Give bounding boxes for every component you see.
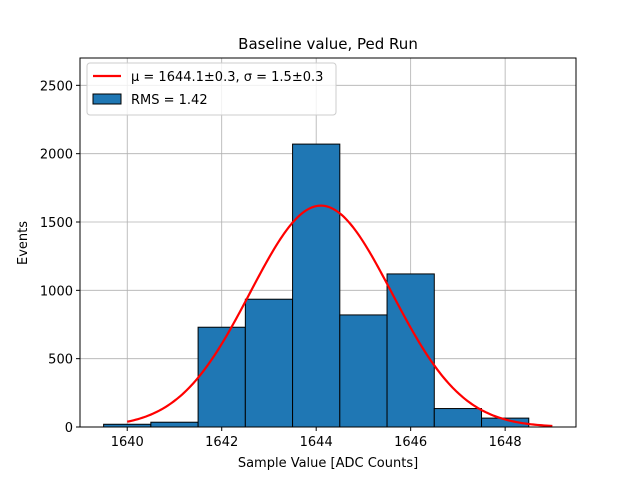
y-tick-label: 500 [48, 353, 73, 368]
y-axis-label: Events [16, 221, 31, 265]
y-tick-label: 2500 [40, 79, 73, 94]
x-tick-label: 1646 [394, 435, 427, 450]
y-tick-label: 1000 [40, 284, 73, 299]
x-axis-label: Sample Value [ADC Counts] [238, 456, 418, 471]
y-tick-label: 1500 [40, 216, 73, 231]
x-tick-label: 1644 [300, 435, 333, 450]
y-tick-label: 2000 [40, 148, 73, 163]
plot-frame [79, 57, 577, 428]
histogram-bar [433, 408, 483, 428]
histogram-bar [244, 298, 294, 428]
legend: μ = 1644.1±0.3, σ = 1.5±0.3 RMS = 1.42 [86, 62, 337, 116]
chart-title: Baseline value, Ped Run [238, 35, 418, 53]
y-axis-ticks: 0 500 1000 1500 2000 2500 [40, 79, 80, 436]
x-tick-label: 1648 [489, 435, 522, 450]
gaussian-fit-curve [127, 204, 553, 428]
histogram-bar [339, 314, 388, 428]
legend-histogram-swatch [92, 93, 122, 105]
histogram-bar [292, 143, 341, 428]
x-tick-label: 1640 [111, 435, 144, 450]
x-tick-label: 1642 [205, 435, 238, 450]
histogram-bar [150, 421, 199, 428]
y-tick-label: 0 [65, 421, 73, 436]
x-axis-ticks: 1640 1642 1644 1646 1648 [111, 427, 522, 450]
legend-fit-label: μ = 1644.1±0.3, σ = 1.5±0.3 [131, 70, 323, 85]
legend-histogram-label: RMS = 1.42 [131, 93, 208, 108]
legend-box [86, 62, 337, 116]
